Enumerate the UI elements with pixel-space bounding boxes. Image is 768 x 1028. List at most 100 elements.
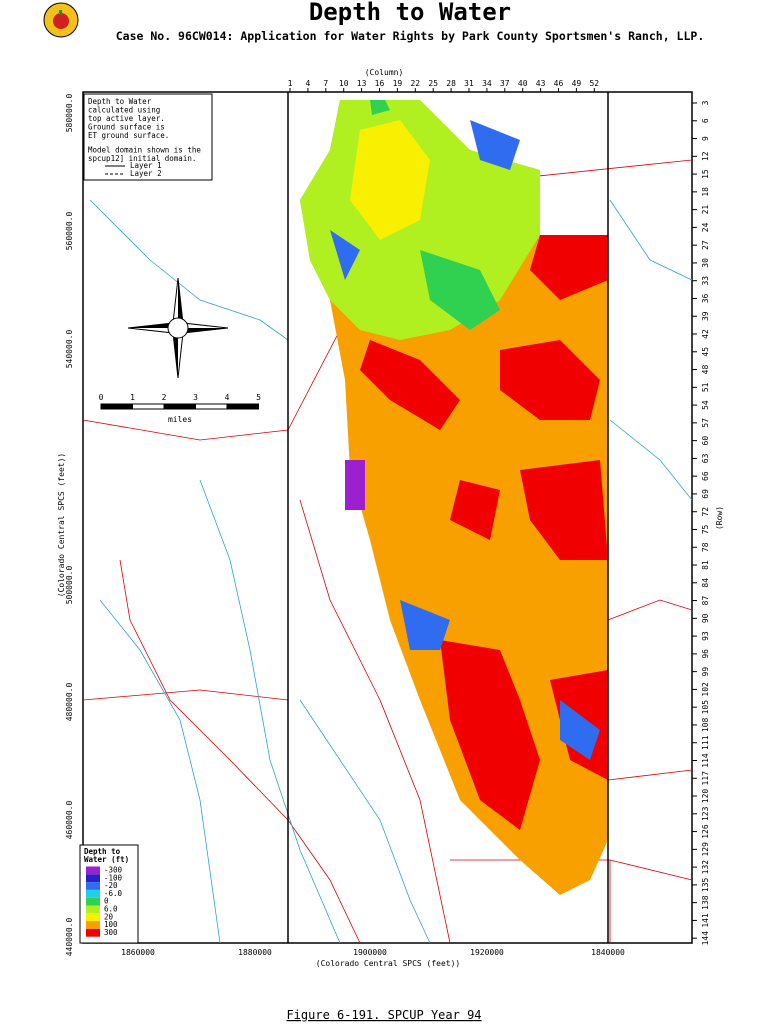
row-tick: 120 [701, 789, 710, 804]
legend-label: -6.0 [104, 889, 123, 898]
y-tick-label: 480000.0 [65, 683, 74, 722]
x-tick-label: 1880000 [238, 948, 272, 957]
scale-tick: 2 [162, 393, 167, 402]
row-tick: 87 [701, 596, 710, 606]
title: Depth to Water [309, 0, 511, 26]
row-tick: 102 [701, 682, 710, 697]
column-tick: 49 [572, 79, 582, 88]
y-tick-label: 460000.0 [65, 801, 74, 840]
row-tick: 66 [701, 471, 710, 481]
row-tick: 93 [701, 631, 710, 641]
column-tick: 31 [464, 79, 474, 88]
scale-tick: 3 [193, 393, 198, 402]
legend-label: -300 [104, 866, 123, 875]
legend-swatch [86, 882, 100, 890]
legend-label: 0 [104, 897, 109, 906]
row-tick: 75 [701, 524, 710, 534]
row-tick: 54 [701, 400, 710, 410]
row-tick: 114 [701, 753, 710, 768]
row-tick: 69 [701, 489, 710, 499]
compass [127, 277, 229, 379]
row-tick: 12 [701, 151, 710, 161]
row-tick: 111 [701, 735, 710, 750]
row-tick: 60 [701, 436, 710, 446]
row-tick: 21 [701, 205, 710, 215]
row-tick: 141 [701, 913, 710, 928]
row-tick: 129 [701, 842, 710, 857]
row-tick: 6 [701, 118, 710, 123]
row-label: (Row) [715, 506, 724, 530]
legend-swatch [86, 905, 100, 914]
row-tick: 81 [701, 560, 710, 570]
legend-title: Water (ft) [84, 855, 129, 864]
legend-swatch [86, 913, 100, 922]
legend-label: -20 [104, 881, 118, 890]
row-tick: 105 [701, 700, 710, 715]
layer-label: Layer 2 [130, 169, 162, 178]
row-tick: 138 [701, 895, 710, 910]
x-tick-label: 1900000 [353, 948, 387, 957]
scale-segment [100, 403, 133, 410]
scale-segment [226, 403, 259, 410]
note-line: spcup12] initial domain. [88, 154, 196, 163]
legend-label: -100 [104, 873, 123, 882]
column-tick: 10 [339, 79, 349, 88]
x-tick-label: 1920000 [470, 948, 504, 957]
scale-segment [132, 403, 165, 410]
row-tick: 3 [701, 100, 710, 105]
row-tick: 135 [701, 877, 710, 892]
legend-swatch [86, 897, 100, 906]
row-tick: 39 [701, 311, 710, 321]
note-line: ET ground surface. [88, 131, 169, 140]
row-tick: 15 [701, 169, 710, 179]
row-tick: 45 [701, 347, 710, 357]
background-map [82, 159, 693, 944]
column-tick: 22 [410, 79, 420, 88]
note-line: Depth to Water [88, 97, 152, 106]
row-tick: 36 [701, 293, 710, 303]
row-tick: 42 [701, 329, 710, 339]
scale-unit: miles [168, 415, 192, 424]
row-tick: 99 [701, 667, 710, 677]
row-tick: 33 [701, 276, 710, 286]
x-axis-label: (Colorado Central SPCS (feet)) [316, 959, 461, 968]
y-tick-label: 440000.0 [65, 918, 74, 957]
row-tick: 63 [701, 453, 710, 463]
legend-swatch [86, 889, 100, 898]
legend-swatch [86, 874, 100, 883]
y-tick-label: 560000.0 [65, 212, 74, 251]
row-tick: 30 [701, 258, 710, 268]
row-tick: 9 [701, 136, 710, 141]
y-tick-label: 580000.0 [65, 94, 74, 133]
row-tick: 96 [701, 649, 710, 659]
row-tick: 72 [701, 507, 710, 517]
legend-swatch [86, 921, 100, 929]
row-tick: 27 [701, 240, 710, 250]
note-line: calculated using [88, 106, 160, 115]
row-tick: 57 [701, 418, 710, 428]
legend-label: 6.0 [104, 905, 118, 914]
legend-label: 300 [104, 928, 118, 937]
row-tick: 117 [701, 771, 710, 786]
scale-tick: 1 [130, 393, 135, 402]
scale-tick: 0 [99, 393, 104, 402]
column-tick: 1 [288, 79, 293, 88]
axes: (Column)1 4 7 10 13 16 19 22 25 28 31 34 37 40 43 46 49 5… [57, 68, 724, 968]
model-domain [300, 100, 608, 895]
row-tick: 123 [701, 806, 710, 821]
column-tick: 52 [589, 79, 599, 88]
column-tick: 40 [518, 79, 528, 88]
layer-label: Layer 1 [130, 161, 162, 170]
legend-swatch [86, 928, 100, 937]
x-tick-label: 1860000 [121, 948, 155, 957]
row-tick: 48 [701, 365, 710, 375]
scale-tick: 4 [225, 393, 230, 402]
logo [43, 2, 79, 38]
row-tick: 132 [701, 860, 710, 875]
column-tick: 7 [323, 79, 328, 88]
row-tick: 51 [701, 382, 710, 392]
column-tick: 4 [305, 79, 310, 88]
y-axis-label: (Colorado Central SPCS (feet)) [57, 453, 66, 598]
